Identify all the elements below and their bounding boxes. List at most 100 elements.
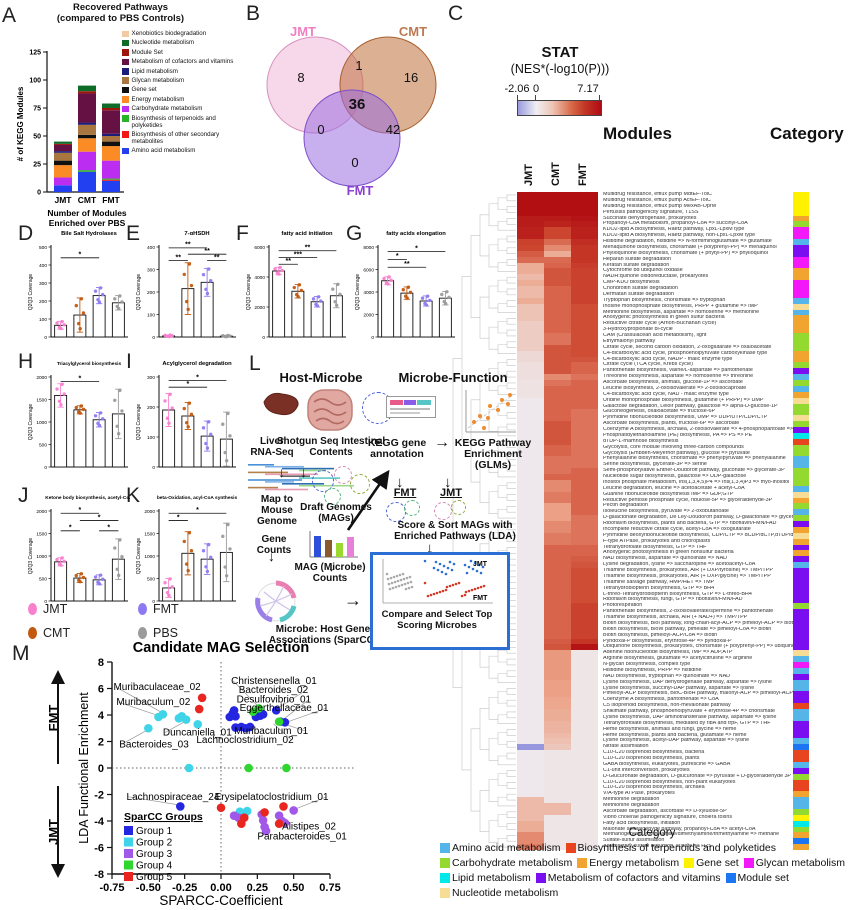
- heatmap-cell: [517, 626, 544, 633]
- svg-text:400: 400: [147, 245, 155, 251]
- mag-annotation: Muribaculaceae_02: [113, 682, 201, 693]
- down-arrow-icon: ↓: [268, 548, 275, 564]
- heatmap-cell: [571, 192, 598, 198]
- svg-text:Q2Q3 Coverage: Q2Q3 Coverage: [136, 404, 142, 441]
- heatmap-cell: [544, 803, 571, 809]
- sample-dots: [201, 542, 213, 574]
- heatmap-cell: [571, 644, 598, 651]
- heatmap-cell: [517, 597, 544, 604]
- category-legend-item: Biosynthesis of terpenoids and polyketid…: [565, 842, 776, 854]
- heatmap-row: [517, 427, 598, 433]
- heatmap-row: [517, 321, 598, 328]
- coverage-bar-svg: Acylglycerol degradation Q2Q3 Coverage 0 10…: [136, 361, 236, 471]
- heatmap-cell: [517, 344, 544, 351]
- module-label: Multidrug resistance, efflux pump MdtEF-…: [603, 192, 712, 197]
- sample-dots: [93, 286, 105, 304]
- mag-circle-icon: [324, 488, 341, 505]
- heatmap-cell: [517, 662, 544, 668]
- bar-panel-acylglycerol-degradation: Acylglycerol degradation Q2Q3 Coverage 0 10…: [133, 356, 238, 483]
- category-cell: [793, 391, 809, 398]
- heatmap-row: [517, 362, 598, 369]
- panel-letter-k: K: [126, 484, 141, 507]
- heatmap-row: [517, 732, 598, 739]
- category-cell: [793, 368, 809, 375]
- svg-text:*: *: [196, 507, 199, 514]
- heatmap-cell: [571, 632, 598, 639]
- svg-text:0: 0: [44, 335, 47, 341]
- heatmap-cell: [544, 215, 571, 222]
- venn-label-cmt: CMT: [398, 24, 428, 39]
- heatmap-category-strip: [793, 192, 809, 850]
- heatmap-cell: [517, 462, 544, 469]
- mag-point: [237, 819, 246, 828]
- heatmap-row: [517, 209, 598, 216]
- category-cell: [793, 820, 809, 827]
- heatmap-cell: [517, 615, 544, 621]
- category-cell: [793, 421, 809, 427]
- heatmap-cell: [571, 568, 598, 574]
- heatmap-row: [517, 691, 598, 698]
- category-cell: [793, 767, 809, 774]
- heatmap-row: [517, 644, 598, 651]
- heatmap-row: [517, 303, 598, 310]
- heatmap-cell: [544, 209, 571, 216]
- category-cell: [793, 350, 809, 357]
- category-cell: [793, 338, 809, 345]
- svg-text:*: *: [177, 514, 180, 521]
- category-cell: [793, 239, 809, 245]
- heatmap-cell: [544, 632, 571, 639]
- heatmap-cell: [544, 844, 571, 850]
- mag-point: [274, 819, 284, 828]
- category-cell: [793, 644, 809, 651]
- heatmap-cell: [544, 415, 571, 422]
- heatmap-cell: [571, 409, 598, 416]
- heatmap-module-labels: Multidrug resistance, efflux pump MdtEF-…: [603, 192, 793, 850]
- sample-dots: [163, 333, 174, 339]
- heatmap-row: [517, 368, 598, 375]
- category-legend-swatch: [535, 873, 546, 883]
- module-label: Leucine degradation, leucine => acetoace…: [603, 485, 745, 491]
- svg-text:Triacylglycerol biosynthesis: Triacylglycerol biosynthesis: [57, 361, 122, 367]
- heatmap-row: [517, 744, 598, 751]
- heatmap-cell: [544, 609, 571, 615]
- sample-dots: [93, 573, 105, 586]
- heatmap-cell: [517, 832, 544, 839]
- svg-text:500: 500: [39, 442, 47, 448]
- heatmap-cell: [571, 773, 598, 780]
- legend-item: Carbohydrate metabolism: [122, 105, 244, 113]
- module-label: C10-C20 isoprenoid biosynthesis, archaea: [603, 785, 705, 791]
- heatmap-cell: [517, 714, 544, 721]
- heatmap-row: [517, 656, 598, 662]
- heatmap-cell: [517, 432, 544, 439]
- colorbar-max-label: 7.17: [577, 83, 599, 95]
- heatmap-cell: [517, 491, 544, 498]
- category-legend-label: Amino acid metabolism: [452, 842, 561, 854]
- sample-dots: [292, 283, 304, 299]
- heatmap-cell: [544, 779, 571, 786]
- legend-item: Module Set: [122, 49, 244, 56]
- heatmap-row: [517, 826, 598, 833]
- svg-text:100: 100: [29, 78, 41, 85]
- jmt-cluster-label: JMT: [440, 487, 462, 499]
- heatmap-col-fmt: FMT: [577, 163, 589, 186]
- svg-text:-4: -4: [94, 816, 105, 828]
- mag-annotation: Bacteroides_02: [239, 685, 309, 696]
- legend-swatch: [122, 115, 129, 122]
- category-legend-label: Metabolism of cofactors and vitamins: [547, 872, 721, 884]
- category-cell: [793, 703, 809, 709]
- bar-segment: [54, 160, 72, 166]
- heatmap-row: [517, 709, 598, 715]
- heatmap-row: [517, 468, 598, 474]
- heatmap-cell: [544, 562, 571, 568]
- legend-item: Gene set: [122, 86, 244, 94]
- bar-segment: [102, 178, 120, 180]
- heatmap-cell: [544, 538, 571, 545]
- category-cell: [793, 632, 809, 639]
- module-label: Phenylalanine biosynthesis, chorismate =…: [603, 456, 786, 462]
- category-cell: [793, 832, 809, 839]
- mag-circle-icon: [334, 466, 352, 484]
- legend-item: Metabolism of cofactors and vitamins: [122, 58, 244, 66]
- heatmap-cell: [544, 550, 571, 557]
- svg-text:Q2Q3 Coverage: Q2Q3 Coverage: [28, 538, 34, 575]
- mini-bar-chart-icon: [309, 531, 358, 558]
